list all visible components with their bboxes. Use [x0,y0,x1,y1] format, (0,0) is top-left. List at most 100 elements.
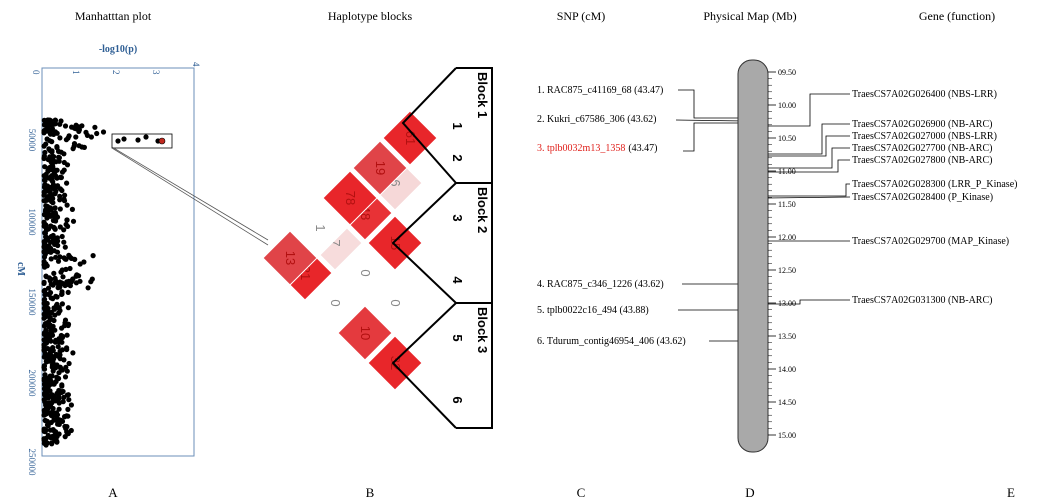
manhattan-point [42,330,49,336]
manhattan-y-tick: 100000 [27,209,37,237]
ld-value: 0 [388,299,403,306]
block-1-boundary [401,67,492,184]
manhattan-point [41,363,48,369]
manhattan-point [53,365,59,371]
manhattan-point [46,310,52,316]
manhattan-point [83,129,89,135]
manhattan-point [41,428,47,434]
manhattan-point [57,135,63,141]
manhattan-point [69,206,75,212]
gene-label: TraesCS7A02G027700 (NB-ARC) [852,143,992,154]
gene-connector [768,299,850,305]
snp-label: 2. Kukri_c67586_306 (43.62) [537,114,656,125]
manhattan-point [42,178,48,184]
manhattan-point [54,175,60,181]
manhattan-point [100,129,107,135]
manhattan-point [48,338,54,344]
manhattan-point [59,325,65,331]
manhattan-point [48,348,54,354]
manhattan-point [42,264,48,270]
marker-number: 6 [450,396,465,403]
ld-cell [337,245,393,301]
manhattan-point [135,137,141,143]
manhattan-point [41,280,47,286]
manhattan-x-axis-label: -log10(p) [99,44,137,55]
mb-tick-label: 12.00 [778,233,796,242]
block-label: Block 1 [475,72,490,118]
manhattan-y-tick: 250000 [27,449,37,477]
manhattan-point [57,356,63,362]
manhattan-y-tick: 200000 [27,370,37,398]
manhattan-point [52,117,58,123]
manhattan-point [57,279,63,285]
manhattan-point [59,267,65,273]
mb-tick-label: 12.50 [778,266,796,275]
manhattan-point [50,359,56,365]
manhattan-point [50,282,56,288]
mb-tick-label: 13.00 [778,299,796,308]
ld-value: 0 [328,299,343,306]
manhattan-point [44,120,50,126]
manhattan-point [55,285,61,291]
manhattan-point [43,141,49,147]
manhattan-point [59,233,65,240]
snp-label: 5. tplb0022c16_494 (43.88) [537,305,649,316]
manhattan-point [48,256,54,262]
manhattan-point [54,294,60,300]
manhattan-point [53,254,59,260]
manhattan-point [58,118,64,124]
manhattan-x-tick: 1 [71,70,81,75]
manhattan-point [92,124,98,130]
ld-cell [352,140,408,196]
header-manhattan: Manhatttan plot [75,9,152,23]
mb-tick-label: 11.50 [778,200,796,209]
gene-label: TraesCS7A02G028400 (P_Kinase) [852,192,993,203]
manhattan-point [143,134,149,140]
ld-cell [262,230,318,286]
manhattan-point [52,327,58,333]
ld-value: 32 [388,356,403,370]
manhattan-point [60,388,66,395]
manhattan-point [43,336,49,342]
manhattan-point [56,400,62,406]
manhattan-point [56,154,62,160]
manhattan-point [43,234,49,240]
manhattan-point [46,357,52,363]
block-label: Block 2 [475,187,490,233]
manhattan-point [42,164,48,170]
manhattan-point [42,376,48,382]
manhattan-point [54,144,60,150]
manhattan-point [42,372,48,378]
manhattan-highlight-point [158,137,166,145]
ld-cell [337,305,393,361]
zoom-connector-line [111,147,269,246]
snp-label-highlight: 3. tplb0032m13_1358 (43.47) [537,143,658,154]
manhattan-point [43,171,49,177]
snp-label: 4. RAC875_c346_1226 (43.62) [537,279,664,290]
manhattan-point [43,227,50,233]
manhattan-point [66,278,72,284]
chromosome-bar [737,59,769,453]
manhattan-point [47,166,53,172]
manhattan-point [46,207,52,213]
manhattan-point [59,382,65,388]
gene-label: TraesCS7A02G026900 (NB-ARC) [852,119,992,130]
gene-connector [767,196,851,199]
manhattan-point [43,435,49,441]
manhattan-point [62,244,68,250]
manhattan-point [64,332,70,338]
manhattan-y-tick: 150000 [27,289,37,317]
gene-label: TraesCS7A02G027000 (NBS-LRR) [852,131,997,142]
manhattan-point [57,206,63,212]
manhattan-point [51,270,57,276]
header-physical-map: Physical Map (Mb) [703,9,796,23]
marker-number: 2 [450,154,465,161]
snp-label-position: (43.47) [628,143,657,154]
ld-value: 6 [388,179,403,186]
panel-label-e: E [1007,485,1015,500]
snp-connector [675,119,746,122]
ld-cell [382,110,438,166]
manhattan-x-tick: 4 [191,62,201,67]
